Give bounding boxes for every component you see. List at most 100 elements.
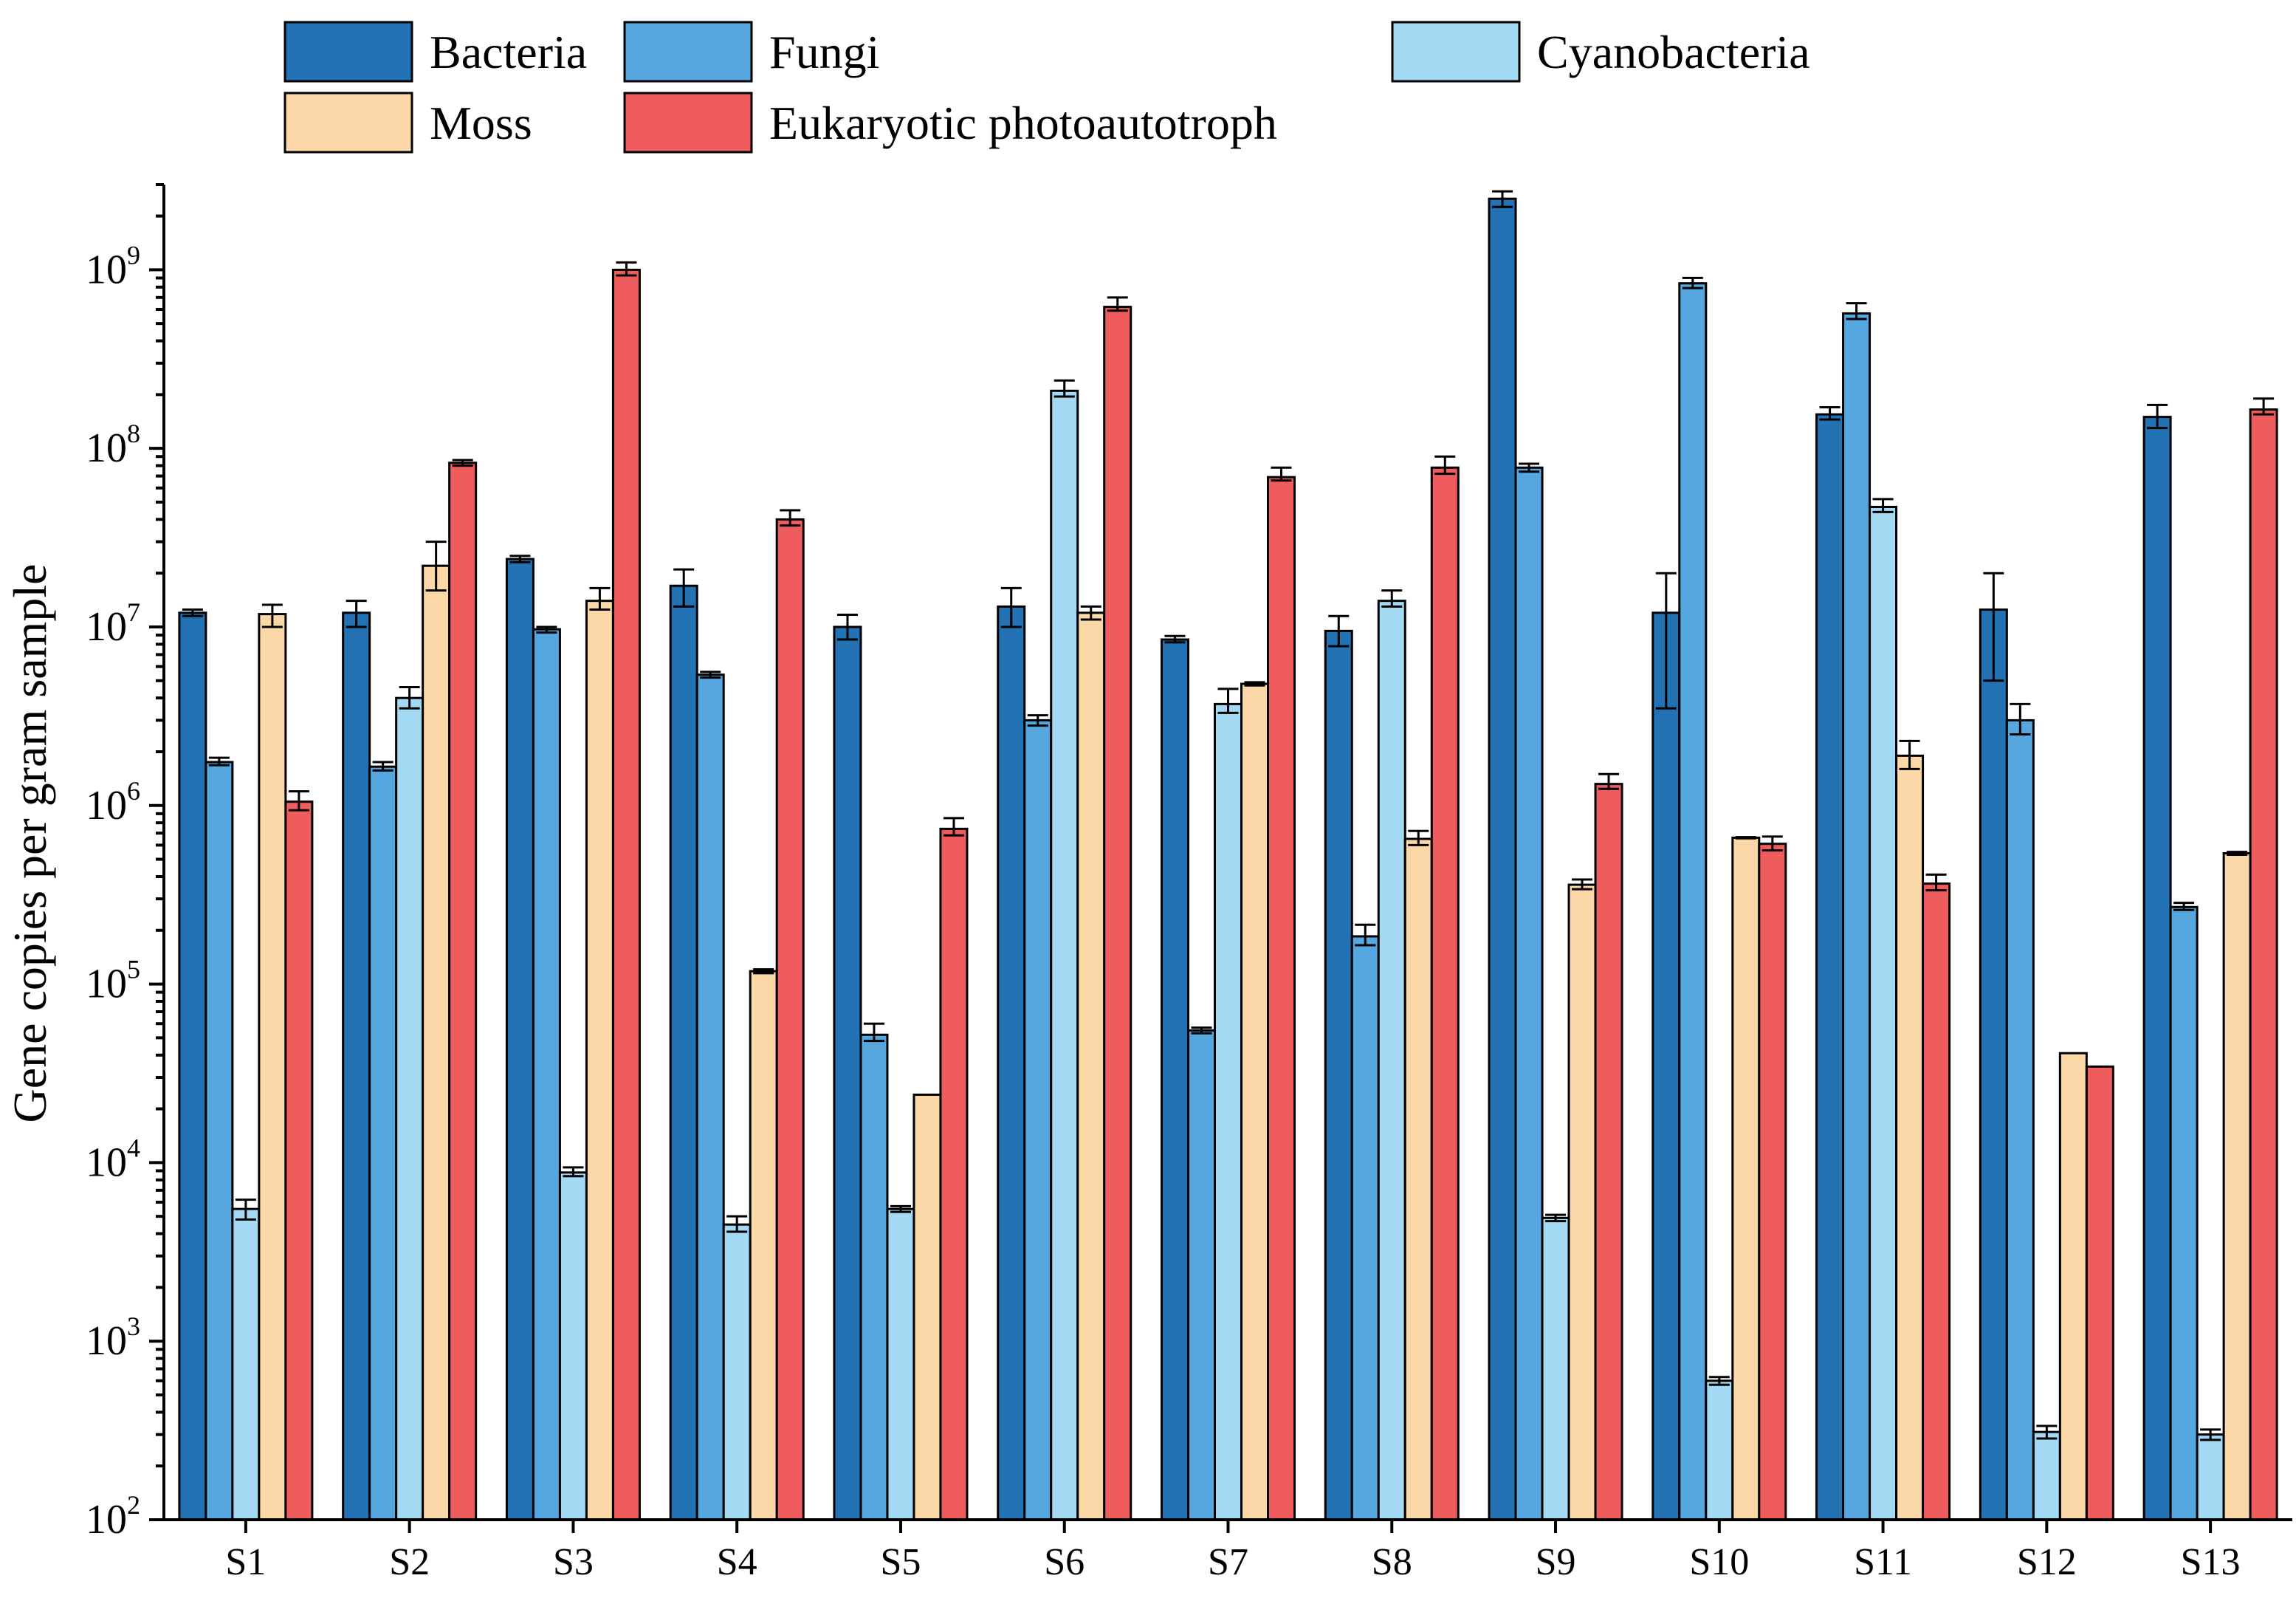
bar-moss-s7	[1240, 682, 1269, 1521]
bar-bacteria-s7	[1161, 638, 1189, 1521]
bar-eukaryotic-photoautotroph-s10	[1758, 843, 1787, 1521]
error-bar-fungi-s3	[536, 625, 557, 634]
legend-swatch-bacteria	[283, 21, 413, 83]
bar-bacteria-s1	[178, 611, 207, 1521]
error-bar-moss-s13	[2227, 851, 2248, 856]
error-bar-bacteria-s13	[2147, 403, 2168, 430]
bar-moss-s11	[1895, 754, 1925, 1521]
error-bar-eukaryotic-photoautotroph-s3	[616, 261, 637, 277]
legend-label-moss: Moss	[430, 97, 532, 149]
y-tick-label-1e3: 103	[86, 1311, 140, 1364]
bar-fungi-s2	[368, 765, 398, 1521]
error-bar-eukaryotic-photoautotroph-s8	[1434, 455, 1456, 476]
bar-fungi-s1	[204, 761, 234, 1521]
bar-bacteria-s8	[1324, 629, 1353, 1521]
error-bar-cyanobacteria-s7	[1217, 687, 1239, 714]
y-tick-label-1e6: 106	[86, 776, 140, 829]
error-bar-bacteria-s7	[1164, 634, 1186, 644]
legend-label-fungi: Fungi	[769, 26, 879, 78]
error-bar-bacteria-s5	[836, 613, 858, 641]
error-bar-bacteria-s6	[1000, 586, 1022, 628]
legend-swatch-moss	[283, 92, 413, 154]
y-tick-label-1e7: 107	[86, 597, 140, 650]
error-bar-moss-s4	[753, 968, 774, 975]
error-bar-bacteria-s10	[1655, 572, 1677, 710]
bar-cyanobacteria-s4	[722, 1223, 752, 1521]
bar-fungi-s6	[1023, 719, 1053, 1521]
bar-fungi-s10	[1678, 282, 1708, 1521]
error-bar-eukaryotic-photoautotroph-s13	[2253, 397, 2275, 416]
error-bar-cyanobacteria-s11	[1872, 498, 1894, 513]
bar-bacteria-s2	[342, 611, 371, 1521]
error-bar-fungi-s2	[372, 761, 393, 772]
bar-moss-s6	[1076, 611, 1106, 1521]
x-tick-label-s2: S2	[389, 1541, 430, 1583]
error-bar-cyanobacteria-s2	[399, 686, 420, 710]
bar-bacteria-s6	[997, 605, 1026, 1521]
legend-swatch-fungi	[623, 21, 753, 83]
bar-cyanobacteria-s10	[1705, 1379, 1734, 1521]
bar-fungi-s8	[1350, 935, 1380, 1521]
x-tick-label-s6: S6	[1044, 1541, 1085, 1583]
error-bar-bacteria-s12	[1983, 572, 2004, 682]
bar-fungi-s5	[859, 1033, 889, 1521]
error-bar-fungi-s5	[863, 1022, 884, 1043]
error-bar-eukaryotic-photoautotroph-s9	[1598, 772, 1620, 790]
y-tick-label-1e8: 108	[86, 419, 140, 471]
error-bar-fungi-s8	[1355, 923, 1376, 947]
bar-moss-s1	[258, 613, 287, 1521]
bar-bacteria-s4	[669, 584, 698, 1521]
error-bar-fungi-s13	[2173, 902, 2195, 911]
bar-fungi-s11	[1842, 312, 1871, 1521]
bar-bacteria-s5	[833, 625, 862, 1521]
error-bar-moss-s3	[589, 586, 611, 611]
error-bar-moss-s1	[261, 603, 283, 628]
x-tick-label-s8: S8	[1372, 1541, 1412, 1583]
error-bar-cyanobacteria-s10	[1708, 1376, 1730, 1386]
error-bar-eukaryotic-photoautotroph-s6	[1107, 296, 1128, 312]
legend-label-eukaryotic-photoautotroph: Eukaryotic photoautotroph	[769, 97, 1277, 149]
bar-fungi-s12	[2005, 719, 2035, 1521]
error-bar-bacteria-s2	[346, 600, 367, 628]
error-bar-moss-s11	[1899, 739, 1920, 770]
error-bar-bacteria-s4	[673, 568, 695, 608]
bar-bacteria-s3	[505, 558, 535, 1521]
y-tick-label-1e9: 109	[86, 240, 140, 292]
error-bar-fungi-s9	[1519, 462, 1540, 473]
legend-swatch-cyanobacteria	[1391, 21, 1521, 83]
x-tick-label-s12: S12	[2017, 1541, 2077, 1583]
bar-cyanobacteria-s8	[1377, 600, 1406, 1521]
error-bar-cyanobacteria-s13	[2200, 1428, 2221, 1441]
bar-cyanobacteria-s1	[231, 1207, 261, 1521]
bar-fungi-s7	[1187, 1029, 1216, 1521]
error-bar-eukaryotic-photoautotroph-s10	[1761, 835, 1783, 852]
x-tick-label-s13: S13	[2181, 1541, 2241, 1583]
error-bar-eukaryotic-photoautotroph-s4	[780, 509, 801, 527]
bar-cyanobacteria-s12	[2032, 1430, 2061, 1521]
error-bar-eukaryotic-photoautotroph-s2	[452, 459, 473, 467]
bar-fungi-s4	[695, 673, 725, 1521]
x-tick-label-s4: S4	[717, 1541, 757, 1583]
bar-bacteria-s11	[1815, 413, 1845, 1521]
bar-bacteria-s13	[2142, 416, 2172, 1521]
error-bar-eukaryotic-photoautotroph-s5	[943, 817, 964, 837]
error-bar-moss-s2	[425, 541, 447, 592]
bar-eukaryotic-photoautotroph-s4	[775, 518, 805, 1521]
bar-bacteria-s12	[1979, 608, 2008, 1521]
error-bar-cyanobacteria-s4	[726, 1215, 748, 1233]
error-bar-cyanobacteria-s12	[2036, 1424, 2058, 1440]
error-bar-fungi-s4	[700, 671, 721, 679]
bar-eukaryotic-photoautotroph-s12	[2085, 1065, 2114, 1521]
bar-moss-s10	[1731, 836, 1761, 1521]
error-bar-moss-s9	[1572, 878, 1593, 891]
bar-moss-s8	[1403, 837, 1433, 1521]
error-bar-moss-s6	[1080, 605, 1101, 621]
bar-eukaryotic-photoautotroph-s13	[2249, 408, 2278, 1521]
error-bar-moss-s10	[1735, 836, 1756, 840]
bar-moss-s5	[912, 1093, 942, 1521]
bar-eukaryotic-photoautotroph-s1	[284, 800, 314, 1521]
legend: Bacteria Fungi Cyanobacteria Moss Eukaryotic…	[283, 21, 1810, 154]
bar-fungi-s3	[532, 628, 561, 1521]
bar-moss-s13	[2222, 851, 2252, 1521]
x-tick-label-s1: S1	[225, 1541, 266, 1583]
